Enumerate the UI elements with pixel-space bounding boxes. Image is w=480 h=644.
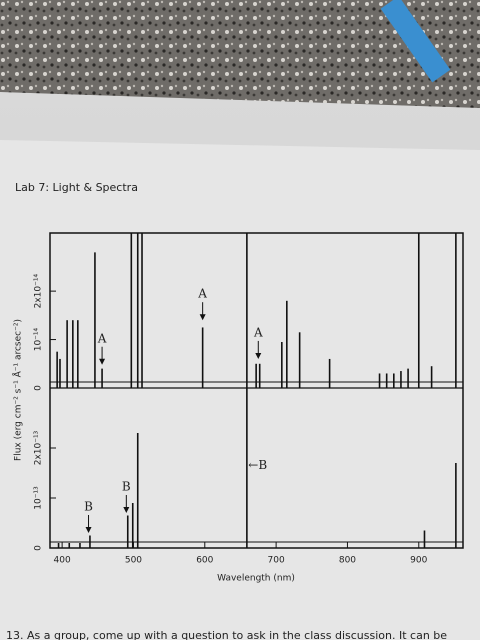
y-tick-label: 0 <box>34 545 44 551</box>
pen <box>380 0 451 83</box>
arrow-head <box>123 507 130 513</box>
y-tick-label: 0 <box>34 385 44 391</box>
arrow-head <box>199 314 206 321</box>
x-tick-label: 600 <box>196 556 213 566</box>
annotation: A <box>97 331 107 345</box>
y-axis-label: Flux (erg cm⁻² s⁻¹ Å⁻¹ arcsec⁻²) <box>12 319 24 461</box>
sheet <box>0 140 480 640</box>
x-tick-label: 700 <box>268 556 285 566</box>
arrow-head <box>85 527 92 533</box>
x-tick-label: 900 <box>410 556 427 566</box>
y-tick-label: 10⁻¹³ <box>34 486 44 510</box>
y-tick-label: 2x10⁻¹⁴ <box>34 274 44 309</box>
x-tick-label: 500 <box>125 556 142 566</box>
y-tick-label: 2x10⁻¹³ <box>34 430 44 465</box>
x-tick-label: 800 <box>339 556 356 566</box>
arrow-head <box>255 352 262 359</box>
annotation: A <box>253 325 263 339</box>
annotation: A <box>197 287 207 301</box>
annotation: B <box>122 480 131 494</box>
x-axis-label: Wavelength (nm) <box>217 574 295 584</box>
annotation: B <box>84 500 93 514</box>
arrow-head <box>99 358 106 365</box>
frame <box>49 232 464 549</box>
x-tick-label: 400 <box>54 556 71 566</box>
header: Lab 7: Light & Spectra <box>15 181 138 194</box>
annotation: ←B <box>248 458 267 472</box>
y-tick-label: 10⁻¹⁴ <box>34 327 44 351</box>
footer: 13. As a group, come up with a question … <box>6 629 447 640</box>
